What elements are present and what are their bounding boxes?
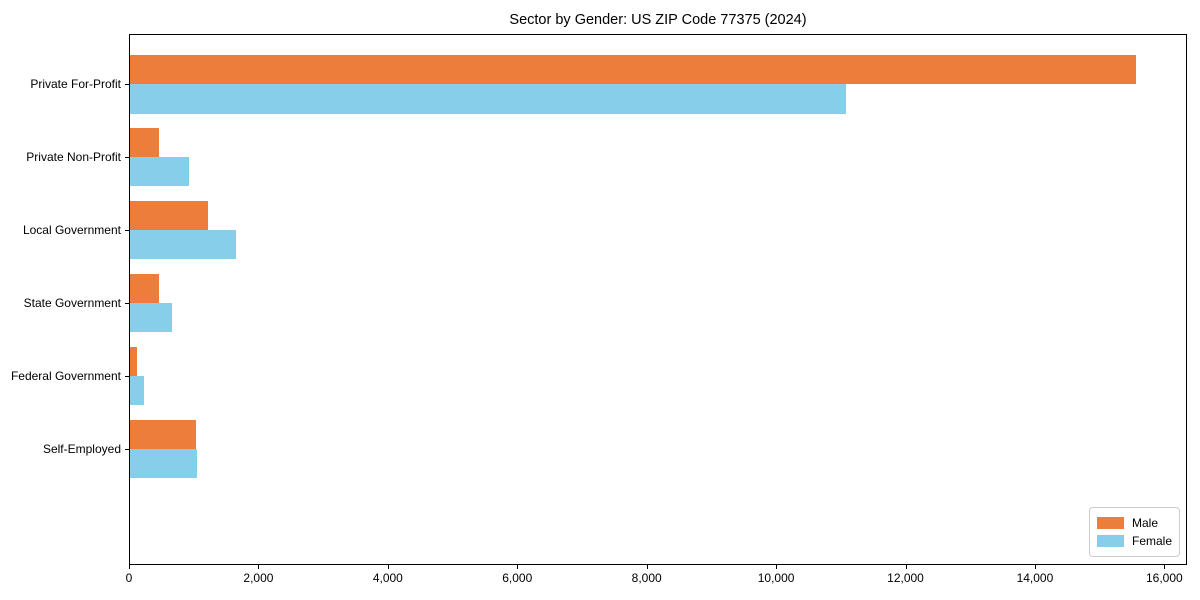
male-swatch-icon — [1097, 517, 1124, 529]
bar-female-4 — [130, 376, 144, 406]
legend-label-female: Female — [1132, 534, 1173, 548]
y-tick-mark — [125, 84, 129, 86]
bar-female-3 — [130, 303, 172, 333]
bar-female-1 — [130, 157, 190, 187]
legend-item-female: Female — [1097, 532, 1173, 550]
bar-female-2 — [130, 230, 237, 260]
y-tick-label: Self-Employed — [42, 442, 121, 457]
x-tick-mark — [1034, 565, 1036, 569]
x-tick-label: 0 — [125, 571, 133, 585]
x-tick-label: 10,000 — [757, 571, 795, 585]
legend: Male Female — [1089, 507, 1180, 557]
y-tick-label: Federal Government — [10, 369, 121, 384]
bar-female-0 — [130, 84, 846, 114]
y-tick-label: Private Non-Profit — [26, 150, 121, 165]
x-tick-mark — [646, 565, 648, 569]
y-tick-mark — [125, 157, 129, 159]
x-tick-label: 6,000 — [502, 571, 533, 585]
bar-male-1 — [130, 128, 159, 158]
y-tick-mark — [125, 376, 129, 378]
bar-male-5 — [130, 419, 196, 450]
y-tick-mark — [125, 449, 129, 451]
x-tick-label: 4,000 — [372, 571, 403, 585]
bar-male-2 — [130, 201, 208, 231]
x-tick-label: 8,000 — [631, 571, 662, 585]
y-tick-label: State Government — [23, 296, 121, 311]
bar-male-4 — [130, 346, 138, 377]
x-tick-label: 2,000 — [243, 571, 274, 585]
x-tick-mark — [905, 565, 907, 569]
y-tick-mark — [125, 230, 129, 232]
x-tick-mark — [517, 565, 519, 569]
bar-female-5 — [130, 449, 197, 479]
x-tick-mark — [1164, 565, 1166, 569]
x-tick-mark — [258, 565, 260, 569]
bar-male-0 — [130, 55, 1136, 85]
x-tick-mark — [776, 565, 778, 569]
y-tick-mark — [125, 303, 129, 305]
plot-area — [129, 34, 1187, 565]
x-tick-mark — [387, 565, 389, 569]
x-tick-mark — [129, 565, 130, 569]
y-tick-label: Local Government — [22, 223, 121, 238]
y-tick-label: Private For-Profit — [30, 77, 121, 92]
chart-title: Sector by Gender: US ZIP Code 77375 (202… — [509, 12, 807, 28]
legend-label-male: Male — [1132, 516, 1159, 530]
female-swatch-icon — [1097, 535, 1124, 547]
x-tick-label: 14,000 — [1016, 571, 1054, 585]
legend-item-male: Male — [1097, 514, 1171, 532]
bar-male-3 — [130, 273, 160, 304]
x-tick-label: 12,000 — [887, 571, 924, 585]
x-tick-label: 16,000 — [1145, 571, 1183, 585]
